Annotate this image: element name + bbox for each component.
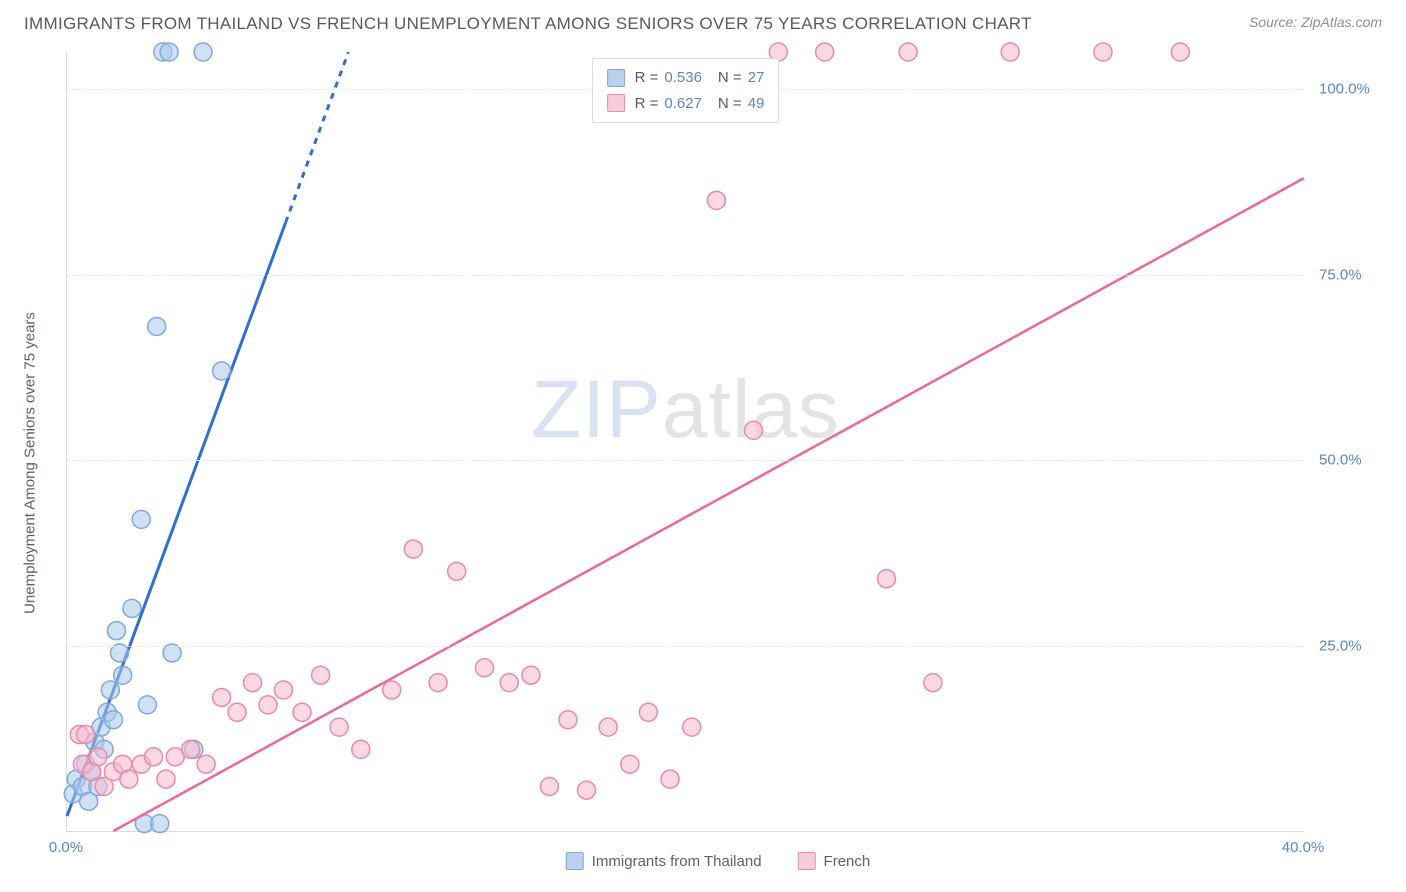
data-point (138, 696, 156, 714)
trend-line-french (113, 178, 1304, 831)
data-point (404, 540, 422, 558)
data-point (745, 421, 763, 439)
data-point (429, 674, 447, 692)
legend-series-item: Immigrants from Thailand (566, 852, 762, 870)
gridline (67, 646, 1304, 647)
data-point (383, 681, 401, 699)
data-point (182, 740, 200, 758)
data-point (661, 770, 679, 788)
r-value: 0.536 (664, 65, 702, 91)
data-point (213, 688, 231, 706)
legend-swatch (607, 94, 625, 112)
data-point (148, 318, 166, 336)
data-point (163, 644, 181, 662)
data-point (259, 696, 277, 714)
data-point (107, 622, 125, 640)
data-point (448, 562, 466, 580)
gridline (67, 460, 1304, 461)
data-point (151, 815, 169, 833)
r-value: 0.627 (664, 91, 702, 117)
data-point (293, 703, 311, 721)
r-label: R = (635, 91, 659, 117)
data-point (816, 43, 834, 61)
data-point (197, 755, 215, 773)
data-point (111, 644, 129, 662)
data-point (475, 659, 493, 677)
source-name: ZipAtlas.com (1301, 14, 1382, 30)
legend-series-label: French (824, 853, 871, 870)
data-point (878, 570, 896, 588)
legend-correlation-row: R = 0.536 N = 27 (607, 65, 765, 91)
legend-series-label: Immigrants from Thailand (592, 853, 762, 870)
r-label: R = (635, 65, 659, 91)
legend-correlation-row: R = 0.627 N = 49 (607, 91, 765, 117)
data-point (160, 43, 178, 61)
data-point (244, 674, 262, 692)
n-label: N = (718, 65, 742, 91)
y-tick-label: 25.0% (1319, 637, 1362, 654)
data-point (540, 777, 558, 795)
legend-series-item: French (798, 852, 871, 870)
chart-title: IMMIGRANTS FROM THAILAND VS FRENCH UNEMP… (24, 14, 1032, 34)
data-point (899, 43, 917, 61)
data-point (194, 43, 212, 61)
data-point (639, 703, 657, 721)
legend-swatch (607, 69, 625, 87)
data-point (352, 740, 370, 758)
data-point (123, 599, 141, 617)
data-point (132, 510, 150, 528)
y-tick-label: 50.0% (1319, 452, 1362, 469)
n-label: N = (718, 91, 742, 117)
data-point (683, 718, 701, 736)
legend-series: Immigrants from Thailand French (566, 852, 870, 870)
source-prefix: Source: (1249, 14, 1301, 30)
data-point (77, 726, 95, 744)
header-row: IMMIGRANTS FROM THAILAND VS FRENCH UNEMP… (0, 0, 1406, 34)
data-point (274, 681, 292, 699)
y-tick-label: 100.0% (1319, 81, 1370, 98)
data-point (559, 711, 577, 729)
data-point (120, 770, 138, 788)
gridline (67, 275, 1304, 276)
data-point (114, 666, 132, 684)
data-point (89, 748, 107, 766)
trend-line-thailand-dashed (286, 52, 349, 223)
data-point (213, 362, 231, 380)
legend-swatch (798, 852, 816, 870)
chart-container: Unemployment Among Seniors over 75 years… (42, 52, 1394, 874)
data-point (1171, 43, 1189, 61)
scatter-svg (67, 52, 1304, 831)
data-point (104, 711, 122, 729)
data-point (145, 748, 163, 766)
data-point (707, 191, 725, 209)
legend-swatch (566, 852, 584, 870)
data-point (578, 781, 596, 799)
data-point (1094, 43, 1112, 61)
data-point (599, 718, 617, 736)
legend-correlation-box: R = 0.536 N = 27 R = 0.627 N = 49 (592, 58, 780, 123)
data-point (500, 674, 518, 692)
n-value: 27 (748, 65, 765, 91)
data-point (330, 718, 348, 736)
data-point (924, 674, 942, 692)
data-point (1001, 43, 1019, 61)
y-axis-label: Unemployment Among Seniors over 75 years (22, 312, 39, 614)
y-tick-label: 75.0% (1319, 266, 1362, 283)
data-point (312, 666, 330, 684)
x-tick-label: 40.0% (1282, 839, 1325, 856)
n-value: 49 (748, 91, 765, 117)
data-point (157, 770, 175, 788)
data-point (621, 755, 639, 773)
data-point (228, 703, 246, 721)
source-label: Source: ZipAtlas.com (1249, 14, 1382, 30)
data-point (101, 681, 119, 699)
data-point (522, 666, 540, 684)
plot-area: ZIPatlas R = 0.536N = 27R = 0.627N = 49 (66, 52, 1304, 832)
x-tick-label: 0.0% (49, 839, 83, 856)
